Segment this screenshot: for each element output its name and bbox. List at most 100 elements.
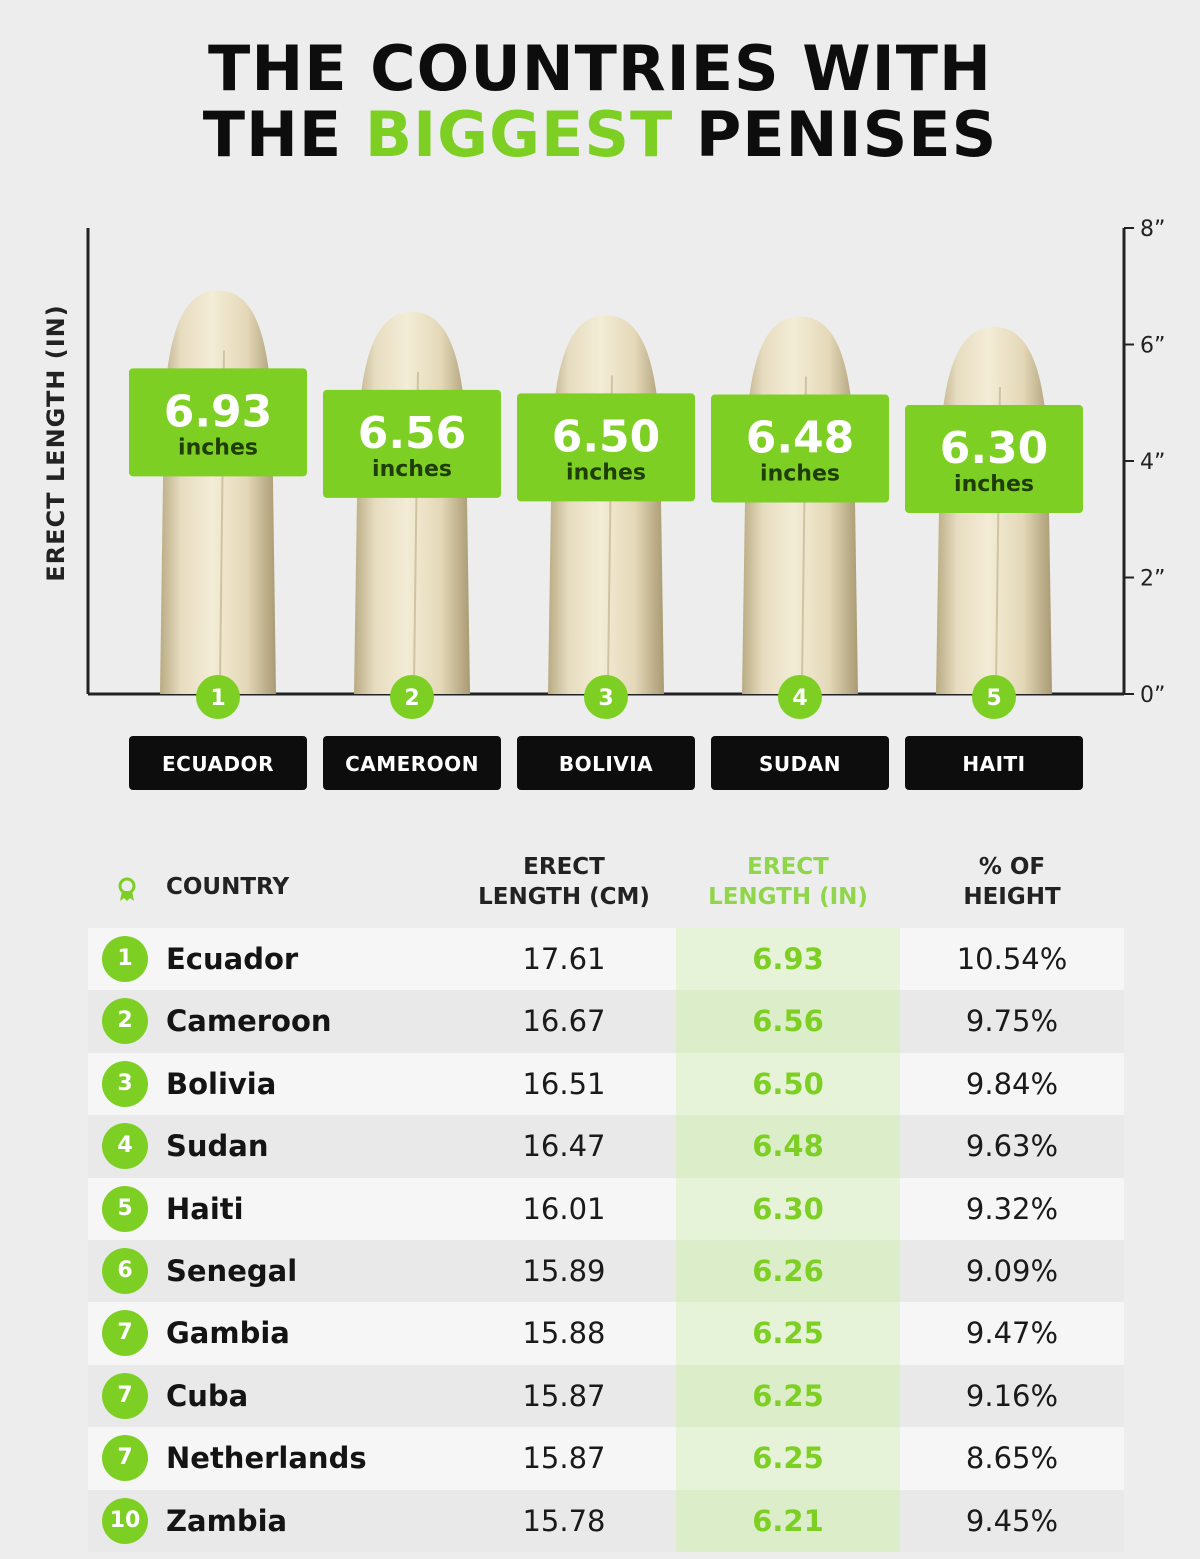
- rank-badge: 3: [102, 1060, 148, 1107]
- title-line-1: THE COUNTRIES WITH: [208, 32, 992, 105]
- rank-badge: 6: [102, 1247, 148, 1294]
- y-axis-label: ERECT LENGTH (IN): [42, 304, 70, 581]
- y-tick-label: 6”: [1140, 334, 1165, 359]
- rank-badge: 7: [102, 1372, 148, 1419]
- country-label-box: [129, 736, 307, 790]
- value-unit-label: inches: [178, 435, 258, 460]
- length-in-highlight: [676, 1427, 900, 1490]
- percent-height-value: 9.09%: [965, 1253, 1059, 1288]
- length-in-highlight: [676, 1239, 900, 1303]
- length-cm-value: 15.88: [522, 1316, 606, 1351]
- title-highlight: BIGGEST: [364, 98, 674, 171]
- category-label: BOLIVIA: [559, 752, 653, 776]
- y-tick-label: 2”: [1140, 567, 1165, 592]
- country-name: Netherlands: [166, 1441, 367, 1476]
- table-row: 3 Bolivia 16.51 6.50 9.84%: [88, 1052, 1124, 1116]
- length-cm-value: 16.01: [522, 1191, 606, 1226]
- length-cm-value: 15.89: [522, 1253, 606, 1288]
- rank-number: 5: [986, 686, 1001, 711]
- table-row: 7 Cuba 15.87 6.25 9.16%: [88, 1364, 1124, 1428]
- header-length-cm-line-2: LENGTH (CM): [478, 884, 650, 910]
- length-cm-value: 16.47: [522, 1129, 606, 1164]
- table-row: 7 Gambia 15.88 6.25 9.47%: [88, 1302, 1124, 1365]
- country-label-box: [711, 736, 889, 790]
- country-name: Cameroon: [166, 1004, 332, 1039]
- length-in-highlight: [676, 990, 900, 1053]
- length-in-highlight: [676, 1489, 900, 1552]
- table-row: 1 Ecuador 17.61 6.93 10.54%: [88, 928, 1124, 991]
- percent-height-value: 9.16%: [965, 1378, 1059, 1413]
- percent-height-value: 9.45%: [965, 1503, 1059, 1538]
- table-row: 6 Senegal 15.89 6.26 9.09%: [88, 1239, 1124, 1303]
- value-label-box: [129, 368, 307, 477]
- rank-badge: [584, 675, 628, 719]
- table-row: 10 Zambia 15.78 6.21 9.45%: [88, 1489, 1124, 1552]
- ranking-table: COUNTRY ERECT LENGTH (CM) ERECT LENGTH (…: [88, 852, 1124, 1552]
- bar-chart: 0”2”4”6”8” 6.93inches1ECUADOR6.56inches2…: [42, 217, 1165, 790]
- percent-height-value: 9.75%: [965, 1004, 1059, 1039]
- header-percent-height-line-1: % OF: [978, 854, 1046, 880]
- header-length-cm: ERECT LENGTH (CM): [452, 852, 676, 912]
- rank-badge: [390, 675, 434, 719]
- header-percent-height-line-2: HEIGHT: [963, 884, 1061, 910]
- header-country: COUNTRY: [166, 874, 290, 900]
- length-cm-value: 17.61: [522, 942, 606, 976]
- category-label: CAMEROON: [345, 752, 479, 776]
- title-line-2: THE BIGGEST PENISES: [0, 102, 1200, 168]
- rank-badge: 7: [102, 1310, 148, 1357]
- country-name: Cuba: [166, 1378, 249, 1413]
- chart-bars: 6.93inches1ECUADOR6.56inches2CAMEROON6.5…: [129, 290, 1083, 790]
- value-unit-label: inches: [760, 462, 840, 487]
- value-label-box: [517, 393, 695, 502]
- rank-badge: 2: [102, 998, 148, 1045]
- percent-height-value: 9.84%: [965, 1066, 1059, 1101]
- value-label-box: [711, 394, 889, 503]
- length-in-value: 6.48: [752, 1129, 824, 1164]
- value-unit-label: inches: [566, 460, 646, 485]
- y-tick-label: 0”: [1140, 683, 1165, 708]
- rank-number: 1: [210, 686, 225, 711]
- table-row: 4 Sudan 16.47 6.48 9.63%: [88, 1115, 1124, 1178]
- value-label: 6.50: [552, 411, 661, 462]
- length-in-highlight: [676, 928, 900, 991]
- length-in-highlight: [676, 1177, 900, 1240]
- length-cm-value: 16.51: [522, 1066, 606, 1101]
- length-in-value: 6.25: [752, 1441, 824, 1476]
- country-name: Senegal: [166, 1253, 298, 1288]
- value-label: 6.48: [746, 413, 855, 464]
- table-row: 2 Cameroon 16.67 6.56 9.75%: [88, 990, 1124, 1053]
- category-label: ECUADOR: [162, 752, 274, 776]
- country-name: Haiti: [166, 1191, 244, 1226]
- length-in-value: 6.25: [752, 1378, 824, 1413]
- bar: [742, 316, 858, 694]
- length-in-value: 6.50: [752, 1066, 824, 1101]
- header-length-in: ERECT LENGTH (IN): [676, 852, 900, 912]
- award-ribbon-icon: [118, 877, 136, 901]
- length-in-value: 6.93: [752, 942, 824, 976]
- length-in-value: 6.56: [752, 1004, 824, 1039]
- country-name: Zambia: [166, 1503, 288, 1538]
- percent-height-value: 9.47%: [965, 1316, 1059, 1351]
- y-tick-label: 8”: [1140, 217, 1165, 242]
- table-row: 5 Haiti 16.01 6.30 9.32%: [88, 1177, 1124, 1240]
- rank-number: 3: [598, 686, 613, 711]
- length-in-highlight: [676, 1364, 900, 1428]
- length-in-value: 6.25: [752, 1316, 824, 1351]
- y-tick-label: 4”: [1140, 450, 1165, 475]
- length-cm-value: 16.67: [522, 1004, 606, 1039]
- rank-badge: 5: [102, 1185, 148, 1232]
- rank-badge: [196, 675, 240, 719]
- percent-height-value: 9.32%: [965, 1191, 1059, 1226]
- header-percent-height: % OF HEIGHT: [900, 852, 1124, 912]
- length-in-value: 6.26: [752, 1253, 824, 1288]
- rank-number: 2: [404, 686, 419, 711]
- length-in-highlight: [676, 1115, 900, 1178]
- rank-badge: 1: [102, 936, 148, 982]
- rank-badge: 4: [102, 1123, 148, 1170]
- rank-badge: 10: [102, 1497, 148, 1544]
- value-unit-label: inches: [954, 472, 1034, 497]
- table-header: COUNTRY ERECT LENGTH (CM) ERECT LENGTH (…: [88, 852, 1124, 928]
